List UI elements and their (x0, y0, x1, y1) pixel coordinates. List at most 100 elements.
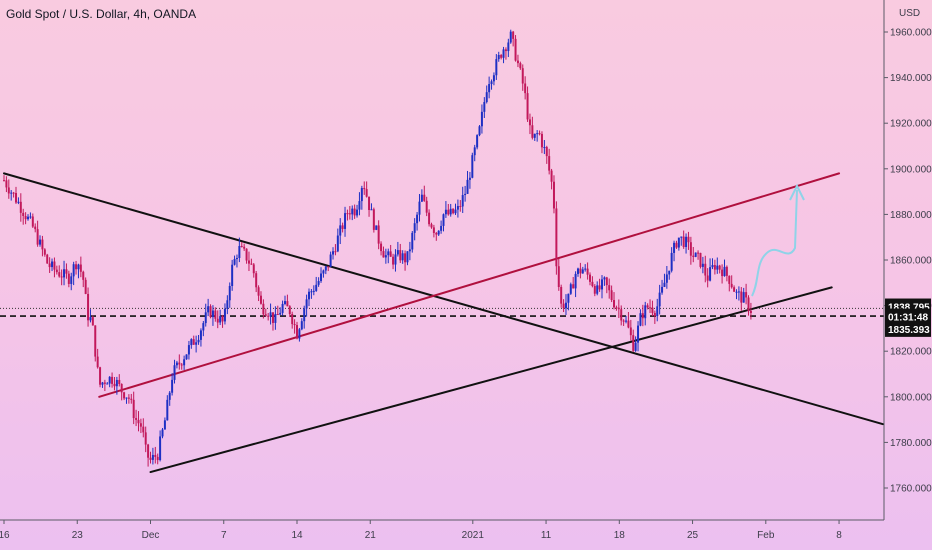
candle-body (235, 257, 238, 260)
candle-body (711, 265, 714, 268)
candle-body (192, 339, 195, 345)
candle-body (43, 249, 46, 255)
candle-body (250, 263, 253, 265)
candle-body (437, 230, 440, 235)
candle-body (283, 301, 286, 304)
candle-body (245, 248, 248, 261)
candle-body (454, 209, 457, 214)
candle-body (677, 237, 680, 248)
candle-body (399, 250, 402, 261)
x-tick-label: 2021 (462, 530, 485, 541)
candle-body (142, 426, 145, 433)
candle-body (247, 260, 250, 264)
candle-body (34, 226, 37, 230)
candle-body (389, 251, 392, 257)
candle-body (615, 307, 618, 309)
candle-body (425, 200, 428, 213)
candle-body (336, 235, 339, 252)
candle-body (548, 156, 551, 171)
candle-body (545, 147, 548, 157)
candle-body (392, 256, 395, 265)
level-badge-bg (885, 320, 931, 337)
candle-body (466, 179, 469, 194)
candle-body (641, 313, 644, 319)
candle-body (10, 192, 13, 194)
candle-body (519, 63, 522, 69)
candle-body (742, 292, 745, 303)
candle-body (291, 314, 294, 325)
candle-body (368, 196, 371, 210)
candle-body (634, 342, 637, 351)
candle-body (721, 269, 724, 277)
candle-body (456, 206, 459, 210)
candle-body (538, 133, 541, 135)
currency-label[interactable]: USD (899, 8, 920, 19)
candle-body (468, 177, 471, 180)
candle-body (147, 444, 150, 458)
candle-body (531, 125, 534, 138)
candle-body (449, 208, 452, 215)
candle-body (430, 224, 433, 228)
candle-body (324, 266, 327, 271)
x-tick-label: Feb (757, 530, 775, 541)
candle-body (586, 268, 589, 275)
candle-body (540, 133, 543, 148)
candle-body (41, 239, 44, 250)
candle-body (637, 325, 640, 343)
candle-body (685, 236, 688, 247)
candle-body (137, 419, 140, 424)
candle-body (480, 111, 483, 127)
candle-body (543, 147, 546, 149)
candle-body (168, 392, 171, 400)
candle-body (593, 286, 596, 294)
candle-body (130, 398, 133, 400)
candle-body (67, 273, 70, 284)
candle-body (79, 264, 82, 272)
candle-body (464, 193, 467, 196)
candle-body (115, 379, 118, 387)
candle-body (106, 383, 109, 385)
candle-body (3, 180, 5, 182)
candle-body (281, 303, 284, 313)
candle-body (483, 101, 486, 112)
candle-body (267, 315, 270, 317)
x-tick-label: 7 (221, 530, 227, 541)
candle-body (204, 312, 207, 324)
candle-body (692, 255, 695, 257)
candle-body (444, 209, 447, 215)
candle-body (135, 418, 138, 420)
candle-body (716, 265, 719, 270)
candle-body (346, 213, 349, 215)
candle-body (476, 135, 479, 148)
candle-body (65, 269, 68, 274)
candle-body (46, 254, 49, 264)
candle-body (735, 291, 738, 293)
candle-body (91, 317, 94, 326)
candle-body (576, 268, 579, 274)
candle-body (730, 283, 733, 288)
candle-body (127, 397, 130, 399)
ascending-support-line (149, 286, 833, 474)
candle-body (396, 250, 399, 255)
y-tick-label: 1960.000 (890, 28, 932, 39)
candle-body (351, 208, 354, 215)
candle-body (596, 285, 599, 294)
candle-body (528, 119, 531, 126)
candle-body (96, 356, 99, 368)
candle-body (745, 292, 748, 298)
candle-body (156, 456, 159, 461)
candle-body (384, 255, 387, 258)
candle-body (584, 268, 587, 270)
candle-body (524, 83, 527, 94)
candle-body (209, 306, 212, 318)
y-tick-label: 1880.000 (890, 210, 932, 221)
candle-body (312, 290, 315, 292)
candle-body (94, 325, 97, 357)
candle-body (310, 291, 313, 293)
candle-body (627, 320, 630, 328)
candle-body (495, 59, 498, 76)
candle-body (728, 275, 731, 284)
candle-body (382, 251, 385, 258)
candle-body (740, 291, 743, 303)
